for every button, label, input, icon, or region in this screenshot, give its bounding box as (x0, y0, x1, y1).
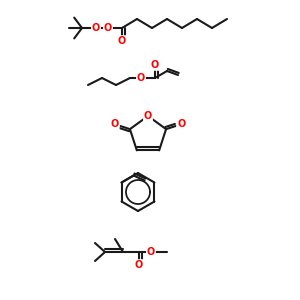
Text: O: O (177, 119, 185, 129)
Text: O: O (137, 73, 145, 83)
Text: O: O (118, 36, 126, 46)
Text: O: O (111, 119, 119, 129)
Text: O: O (144, 111, 152, 121)
Text: O: O (147, 247, 155, 257)
Text: O: O (151, 60, 159, 70)
Text: O: O (135, 260, 143, 270)
Text: O: O (92, 23, 100, 33)
Text: O: O (104, 23, 112, 33)
